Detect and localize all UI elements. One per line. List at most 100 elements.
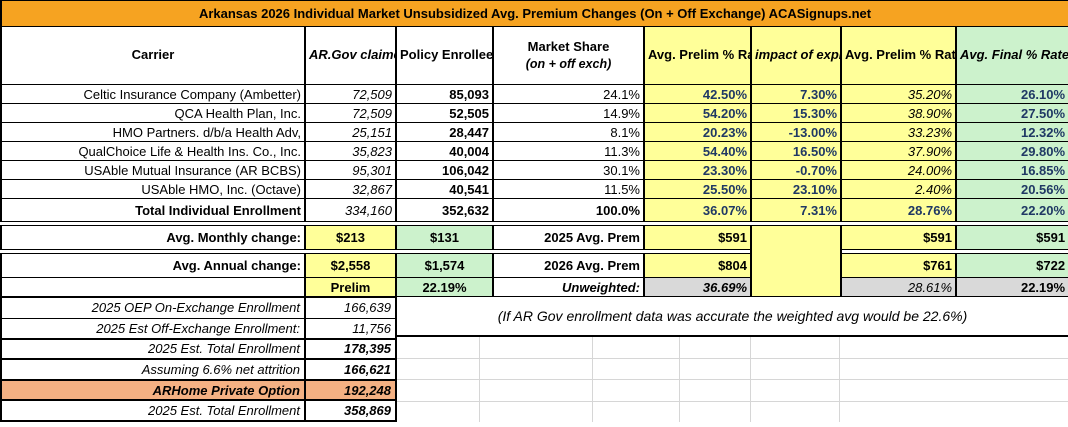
prelim-rr-cell[interactable]: 35.20% [840,84,957,104]
detail-value-cell[interactable]: 192,248 [304,378,397,401]
market-share-cell[interactable]: 30.1% [492,160,645,180]
monthly-change-final-cell[interactable]: $131 [395,225,494,250]
detail-value-cell[interactable]: 166,639 [304,297,397,319]
avg-prem-2025-rr-cell[interactable]: $591 [840,225,957,250]
policy-enrollees-cell[interactable]: 28,447 [395,122,494,142]
col-header-ira-impact[interactable]: impact of expiration of IRA subs [750,26,842,85]
carrier-name-cell[interactable]: HMO Partners. d/b/a Health Adv, [0,122,306,142]
final-rate-cell[interactable]: 26.10% [954,84,1068,104]
arhome-row: ARHome Private Option 192,248 [0,378,397,401]
ira-impact-cell[interactable]: 7.30% [750,84,842,104]
argov-enrollment-cell[interactable]: 35,823 [304,141,397,161]
carrier-name-cell[interactable]: QualChoice Life & Health Ins. Co., Inc. [0,141,306,161]
prelim-rr-cell[interactable]: 33.23% [840,122,957,142]
col-header-argov-enrollment[interactable]: AR.Gov claimed enrollment [304,26,397,85]
annual-change-prelim-cell[interactable]: $2,558 [304,253,397,278]
carrier-row: Celtic Insurance Company (Ambetter) 72,5… [0,84,1068,104]
annual-change-final-cell[interactable]: $1,574 [395,253,494,278]
prelim-doi-cell[interactable]: 23.30% [643,160,752,180]
argov-enrollment-cell[interactable]: 95,301 [304,160,397,180]
prelim-doi-cell[interactable]: 54.20% [643,103,752,123]
total-policy-cell[interactable]: 352,632 [395,198,494,222]
argov-enrollment-cell[interactable]: 72,509 [304,103,397,123]
prelim-rr-cell[interactable]: 37.90% [840,141,957,161]
col-header-market-share[interactable]: Market Share (on + off exch) [492,26,645,85]
unweighted-rr-cell[interactable]: 28.61% [840,277,957,297]
prelim-rr-cell[interactable]: 38.90% [840,103,957,123]
detail-value-cell[interactable]: 166,621 [304,358,397,381]
total-label-cell[interactable]: Total Individual Enrollment [0,198,306,222]
carrier-name-cell[interactable]: USAble HMO, Inc. (Octave) [0,179,306,199]
avg-prem-2025-doi-cell[interactable]: $591 [643,225,752,250]
detail-label-cell[interactable]: ARHome Private Option [0,378,306,401]
detail-value-cell[interactable]: 358,869 [304,399,397,422]
total-prelim-doi-cell[interactable]: 36.07% [643,198,752,222]
prelim-doi-cell[interactable]: 54.40% [643,141,752,161]
col-header-prelim-rr[interactable]: Avg. Prelim % Rate Change (RR.HC.Gov) [840,26,957,85]
market-share-cell[interactable]: 24.1% [492,84,645,104]
avg-prem-2026-rr-cell[interactable]: $761 [840,253,957,278]
prelim-rr-cell[interactable]: 24.00% [840,160,957,180]
ira-impact-cell[interactable]: -0.70% [750,160,842,180]
prelim-doi-cell[interactable]: 42.50% [643,84,752,104]
col-header-policy-enrollees[interactable]: Policy Enrollees [395,26,494,85]
market-share-cell[interactable]: 8.1% [492,122,645,142]
final-rate-cell[interactable]: 29.80% [954,141,1068,161]
policy-enrollees-cell[interactable]: 106,042 [395,160,494,180]
unweighted-final-cell[interactable]: 22.19% [954,277,1068,297]
carrier-name-cell[interactable]: Celtic Insurance Company (Ambetter) [0,84,306,104]
unweighted-doi-cell[interactable]: 36.69% [643,277,752,297]
final-chip[interactable]: 22.19% [395,277,494,297]
total-final-cell[interactable]: 22.20% [954,198,1068,222]
avg-prem-2025-label-cell[interactable]: 2025 Avg. Prem [492,225,645,250]
prelim-rr-cell[interactable]: 2.40% [840,179,957,199]
col-header-carrier[interactable]: Carrier [0,26,306,85]
policy-enrollees-cell[interactable]: 52,505 [395,103,494,123]
avg-prem-2025-final-cell[interactable]: $591 [954,225,1068,250]
final-rate-cell[interactable]: 12.32% [954,122,1068,142]
ira-impact-cell[interactable]: -13.00% [750,122,842,142]
total-argov-cell[interactable]: 334,160 [304,198,397,222]
policy-enrollees-cell[interactable]: 40,004 [395,141,494,161]
monthly-change-prelim-cell[interactable]: $213 [304,225,397,250]
carrier-row: QCA Health Plan, Inc. 72,509 52,505 14.9… [0,103,1068,123]
detail-label-cell[interactable]: 2025 Est. Total Enrollment [0,337,306,360]
prelim-doi-cell[interactable]: 20.23% [643,122,752,142]
argov-enrollment-cell[interactable]: 72,509 [304,84,397,104]
monthly-change-label-cell[interactable]: Avg. Monthly change: [0,225,306,250]
detail-label-cell[interactable]: 2025 OEP On-Exchange Enrollment [0,297,306,319]
prelim-doi-cell[interactable]: 25.50% [643,179,752,199]
detail-label-cell[interactable]: 2025 Est. Total Enrollment [0,399,306,422]
prelim-chip[interactable]: Prelim [304,277,397,297]
total-share-cell[interactable]: 100.0% [492,198,645,222]
ira-impact-cell[interactable]: 15.30% [750,103,842,123]
col-header-final-rate[interactable]: Avg. Final % Rate Change [954,26,1068,85]
final-rate-cell[interactable]: 27.50% [954,103,1068,123]
unweighted-label-cell[interactable]: Unweighted: [492,277,645,297]
ira-impact-cell[interactable]: 16.50% [750,141,842,161]
final-rate-cell[interactable]: 20.56% [954,179,1068,199]
final-rate-cell[interactable]: 16.85% [954,160,1068,180]
detail-value-cell[interactable]: 11,756 [304,317,397,340]
avg-prem-2026-doi-cell[interactable]: $804 [643,253,752,278]
annual-change-label-cell[interactable]: Avg. Annual change: [0,253,306,278]
avg-prem-2026-label-cell[interactable]: 2026 Avg. Prem [492,253,645,278]
ira-impact-cell[interactable]: 23.10% [750,179,842,199]
policy-enrollees-cell[interactable]: 40,541 [395,179,494,199]
policy-enrollees-cell[interactable]: 85,093 [395,84,494,104]
argov-enrollment-cell[interactable]: 25,151 [304,122,397,142]
market-share-cell[interactable]: 11.5% [492,179,645,199]
ira-merged-cell[interactable] [750,225,842,297]
col-header-prelim-doi[interactable]: Avg. Prelim % Rate Change (AR DOI) [643,26,752,85]
total-ira-cell[interactable]: 7.31% [750,198,842,222]
detail-label-cell[interactable]: 2025 Est Off-Exchange Enrollment: [0,317,306,340]
total-prelim-rr-cell[interactable]: 28.76% [840,198,957,222]
argov-enrollment-cell[interactable]: 32,867 [304,179,397,199]
detail-value-cell[interactable]: 178,395 [304,337,397,360]
carrier-name-cell[interactable]: QCA Health Plan, Inc. [0,103,306,123]
market-share-cell[interactable]: 11.3% [492,141,645,161]
market-share-cell[interactable]: 14.9% [492,103,645,123]
avg-prem-2026-final-cell[interactable]: $722 [954,253,1068,278]
detail-label-cell[interactable]: Assuming 6.6% net attrition [0,358,306,381]
carrier-name-cell[interactable]: USAble Mutual Insurance (AR BCBS) [0,160,306,180]
